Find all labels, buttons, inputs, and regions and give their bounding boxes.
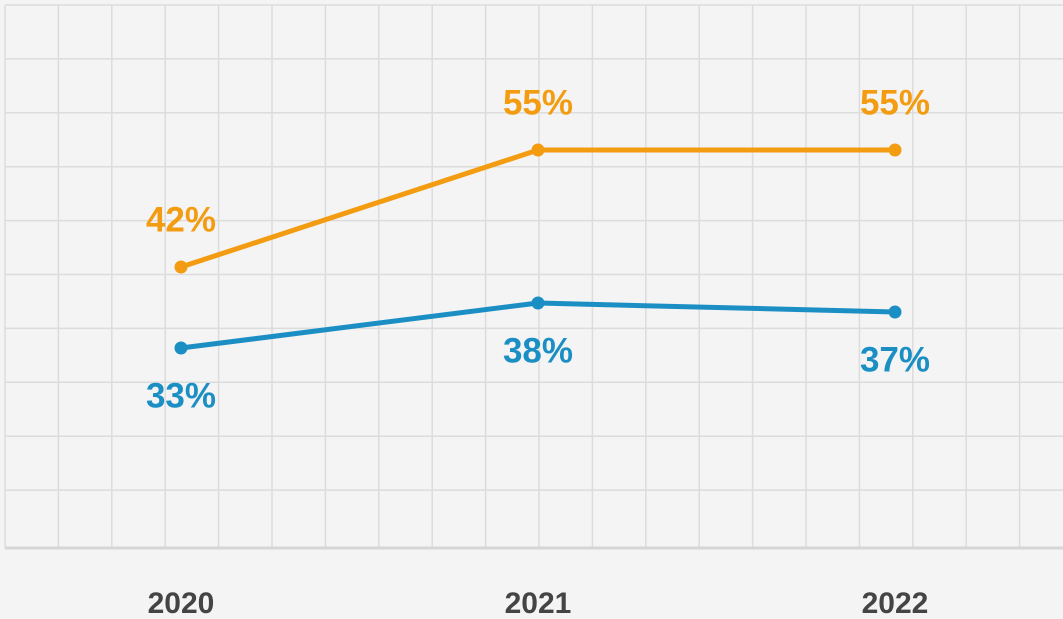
data-label: 55%	[860, 83, 930, 122]
x-tick-label: 2022	[862, 587, 929, 619]
x-tick-label: 2021	[505, 587, 572, 619]
data-point	[531, 296, 545, 310]
data-label: 55%	[503, 83, 573, 122]
data-point	[888, 143, 902, 157]
data-point	[531, 143, 545, 157]
data-point	[888, 305, 902, 319]
data-label: 42%	[146, 200, 216, 239]
data-label: 33%	[146, 376, 216, 415]
data-point	[174, 341, 188, 355]
data-point	[174, 260, 188, 274]
data-label: 38%	[503, 331, 573, 370]
grid	[4, 4, 1063, 548]
data-label: 37%	[860, 340, 930, 379]
x-tick-label: 2020	[148, 587, 215, 619]
